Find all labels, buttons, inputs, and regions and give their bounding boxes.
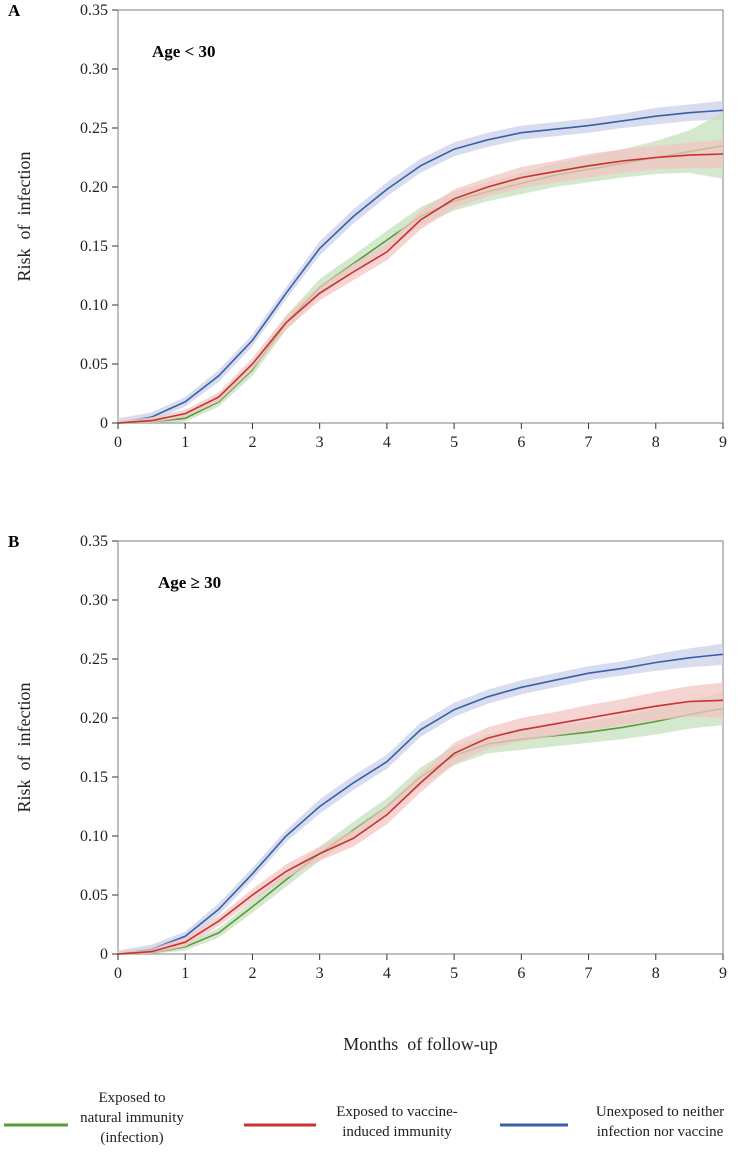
age-annotation: Age < 30 (152, 42, 216, 61)
series-exposed-to-vaccine-induced-immunity (117, 682, 724, 955)
x-tick-label: 5 (450, 434, 458, 451)
confidence-band (118, 139, 723, 424)
y-tick-label: 0.20 (80, 179, 108, 196)
y-tick-label: 0.15 (80, 769, 108, 786)
x-tick-label: 7 (585, 965, 593, 982)
panel-label: A (8, 1, 21, 20)
legend-item: Exposed to vaccine-induced immunity (244, 1104, 458, 1140)
y-tick-label: 0.30 (80, 592, 108, 609)
x-tick-label: 8 (652, 965, 660, 982)
y-tick-label: 0.35 (80, 2, 108, 19)
x-tick-label: 2 (248, 965, 256, 982)
series-line (117, 109, 724, 424)
y-tick-label: 0.15 (80, 238, 108, 255)
x-tick-label: 4 (383, 434, 391, 451)
x-tick-label: 6 (517, 434, 525, 451)
x-tick-label: 0 (114, 434, 122, 451)
y-tick-label: 0.30 (80, 61, 108, 78)
y-tick-label: 0.10 (80, 297, 108, 314)
series-exposed-to-vaccine-induced-immunity (117, 139, 724, 424)
y-tick-label: 0.05 (80, 356, 108, 373)
x-tick-label: 2 (248, 434, 256, 451)
x-tick-label: 6 (517, 965, 525, 982)
x-tick-label: 1 (181, 434, 189, 451)
plot-area (117, 540, 724, 955)
legend-item: Unexposed to neither infection nor vaccin… (500, 1104, 724, 1140)
legend-item: Exposed to natural immunity (infection) (4, 1090, 184, 1146)
x-tick-label: 5 (450, 965, 458, 982)
y-tick-label: 0 (100, 415, 108, 432)
x-tick-label: 1 (181, 965, 189, 982)
legend-label: Exposed to vaccine-induced immunity (336, 1104, 458, 1140)
panel-label: B (8, 532, 19, 551)
x-tick-label: 0 (114, 965, 122, 982)
x-tick-label: 4 (383, 965, 391, 982)
y-axis-label: Risk of infection (14, 152, 34, 282)
y-tick-label: 0.10 (80, 828, 108, 845)
y-tick-label: 0.25 (80, 120, 108, 137)
chart-panel-a: A 0 0.05 0.10 0.15 0.20 0.25 0.30 0.35 0 1 2 3 4 5 6 7 8 9… (8, 1, 727, 451)
x-tick-label: 7 (585, 434, 593, 451)
y-tick-label: 0.35 (80, 533, 108, 550)
x-tick-label: 9 (719, 434, 727, 451)
y-tick-label: 0.05 (80, 887, 108, 904)
confidence-band (118, 682, 723, 954)
x-tick-label: 3 (316, 965, 324, 982)
y-axis-label: Risk of infection (14, 683, 34, 813)
chart-panel-b: B 0 0.05 0.10 0.15 0.20 0.25 0.30 0.35 0 1 2 3 4 5 6 7 8 9… (8, 532, 727, 1054)
y-tick-label: 0.20 (80, 710, 108, 727)
x-tick-label: 9 (719, 965, 727, 982)
y-tick-label: 0 (100, 946, 108, 963)
series-unexposed-to-neither-infection-nor-vaccine (117, 100, 724, 424)
x-axis-label: Months of follow-up (343, 1034, 498, 1054)
legend: Exposed to natural immunity (infection) Exp… (4, 1090, 724, 1146)
x-tick-label: 3 (316, 434, 324, 451)
x-tick-label: 8 (652, 434, 660, 451)
legend-label: Exposed to natural immunity (infection) (80, 1090, 184, 1146)
age-annotation: Age ≥ 30 (158, 573, 221, 592)
series-line (117, 153, 724, 424)
legend-label: Unexposed to neither infection nor vaccin… (596, 1104, 724, 1140)
y-tick-label: 0.25 (80, 651, 108, 668)
